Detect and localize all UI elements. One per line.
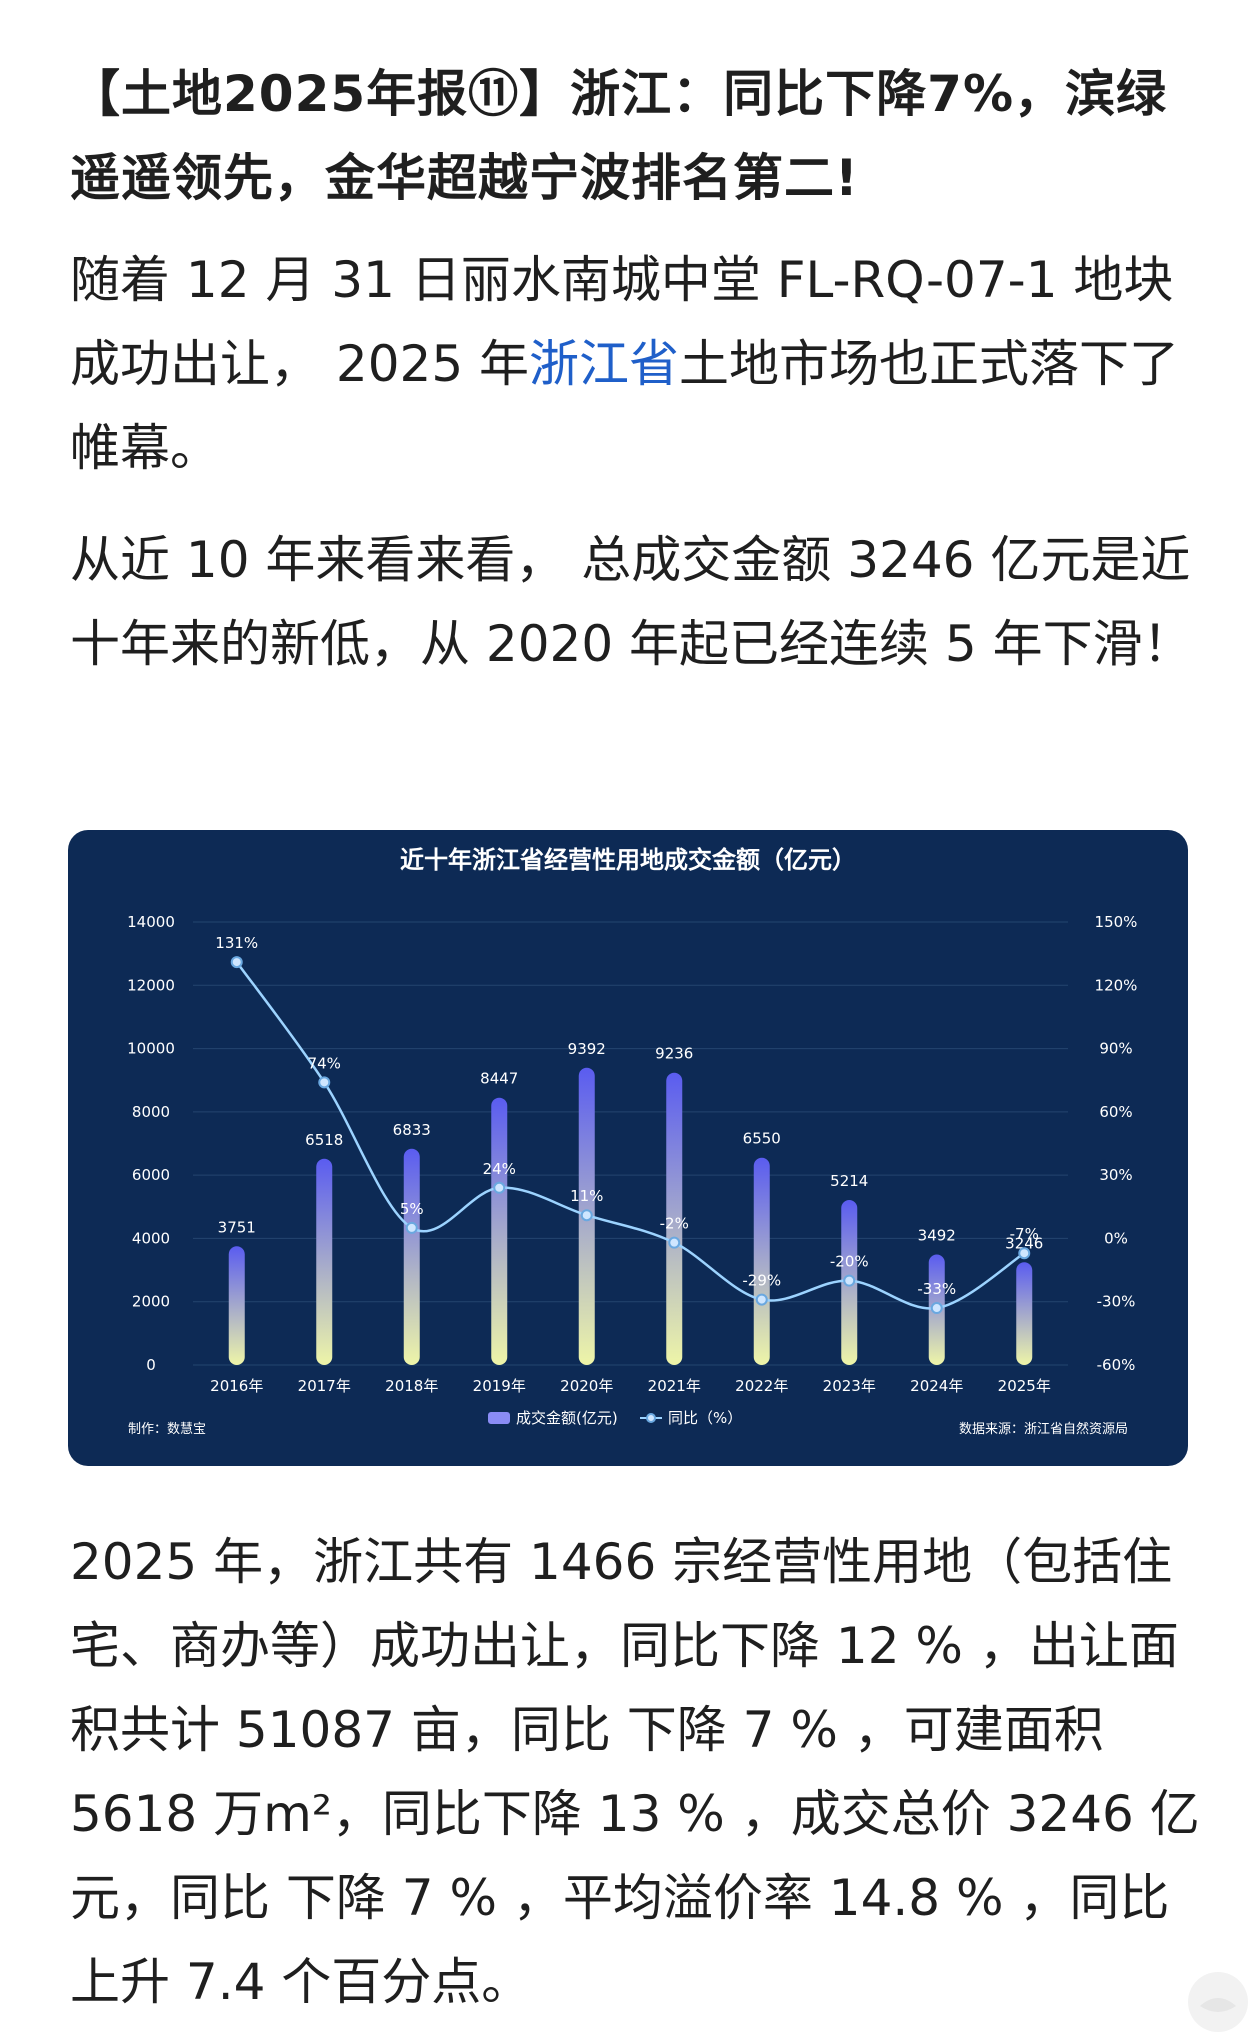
paragraph-1-text-b: 土地市场也正式落下了帷幕。	[70, 335, 1180, 477]
bar-value-label: 6550	[743, 1130, 781, 1148]
bar-2025年	[1016, 1262, 1033, 1365]
paragraph-2: 从近 10 年来看来看， 总成交金额 3246 亿元是近十年来的新低，从 202…	[70, 531, 1193, 673]
yoy-point-2022年	[755, 1293, 768, 1306]
y-left-tick-label: 8000	[132, 1103, 170, 1121]
province-link[interactable]: 浙江省	[529, 335, 680, 393]
x-tick-label: 2018年	[385, 1377, 438, 1395]
legend-line-label: 同比（%）	[668, 1409, 742, 1427]
bar-value-label: 3751	[218, 1218, 256, 1236]
yoy-value-label: -33%	[917, 1280, 956, 1298]
article-title: 【土地2025年报⑪】浙江：同比下降7%，滨绿遥遥领先，金华超越宁波排名第二!	[70, 65, 1168, 207]
y-left-tick-label: 10000	[127, 1040, 175, 1058]
y-left-tick-label: 2000	[132, 1293, 170, 1311]
paragraph-1: 随着 12 月 31 日丽水南城中堂 FL-RQ-07-1 地块成功出让， 20…	[70, 238, 1200, 490]
x-tick-label: 2022年	[735, 1377, 788, 1395]
yoy-value-label: -20%	[830, 1253, 869, 1271]
legend-bar-swatch	[488, 1412, 510, 1424]
y-right-tick-label: 0%	[1104, 1229, 1128, 1247]
x-tick-label: 2021年	[648, 1377, 701, 1395]
y-left-tick-label: 0	[146, 1356, 156, 1374]
yoy-point-2025年	[1018, 1247, 1031, 1260]
bar-value-label: 9236	[655, 1045, 693, 1063]
chart-title: 近十年浙江省经营性用地成交金额（亿元）	[400, 846, 856, 874]
bar-value-label: 6518	[305, 1131, 343, 1149]
yoy-value-label: 24%	[483, 1160, 516, 1178]
watermark-icon	[1188, 1972, 1248, 2032]
yoy-value-label: 74%	[308, 1054, 341, 1072]
yoy-line	[235, 961, 1025, 1310]
bar-2017年	[316, 1158, 333, 1365]
yoy-value-label: 131%	[215, 934, 258, 952]
paragraph-1-text-a: 随着 12 月 31 日丽水南城中堂 FL-RQ-07-1 地块成功出让， 20…	[70, 251, 1174, 393]
y-right-tick-label: 120%	[1095, 976, 1138, 994]
x-tick-label: 2020年	[560, 1377, 613, 1395]
legend-line-marker	[646, 1413, 656, 1423]
y-left-tick-label: 14000	[127, 913, 175, 931]
yoy-point-2017年	[318, 1076, 331, 1089]
y-right-tick-label: 30%	[1099, 1166, 1132, 1184]
y-left-tick-label: 6000	[132, 1166, 170, 1184]
yoy-point-2024年	[930, 1302, 943, 1315]
yoy-value-label: -7%	[1010, 1225, 1039, 1243]
legend-bar-label: 成交金额(亿元)	[516, 1409, 618, 1427]
y-right-tick-label: -60%	[1097, 1356, 1136, 1374]
bar-value-label: 3492	[918, 1227, 956, 1245]
yoy-value-label: 11%	[570, 1187, 603, 1205]
bar-value-label: 8447	[480, 1070, 518, 1088]
yoy-point-2018年	[405, 1221, 418, 1234]
bar-2018年	[403, 1148, 420, 1365]
x-tick-label: 2016年	[210, 1377, 263, 1395]
bar-value-label: 5214	[830, 1172, 868, 1190]
yoy-value-label: -29%	[742, 1272, 781, 1290]
bar-value-label: 9392	[568, 1040, 606, 1058]
bar-2019年	[491, 1097, 508, 1365]
bar-value-label: 3246	[1005, 1234, 1043, 1252]
bar-2021年	[666, 1072, 683, 1365]
y-right-tick-label: 60%	[1099, 1103, 1132, 1121]
paragraph-3: 2025 年，浙江共有 1466 宗经营性用地（包括住宅、商办等）成功出让，同比…	[70, 1533, 1200, 2011]
bar-value-label: 6833	[393, 1121, 431, 1139]
x-tick-label: 2017年	[298, 1377, 351, 1395]
yoy-value-label: 5%	[400, 1200, 424, 1218]
bar-2016年	[228, 1246, 245, 1365]
y-right-tick-label: 150%	[1095, 913, 1138, 931]
bar-2022年	[753, 1157, 770, 1365]
y-right-tick-label: -30%	[1097, 1293, 1136, 1311]
chart-credit: 制作：数慧宝	[128, 1421, 206, 1437]
x-tick-label: 2024年	[910, 1377, 963, 1395]
y-left-tick-label: 12000	[127, 976, 175, 994]
yoy-point-2023年	[843, 1274, 856, 1287]
land-transaction-chart: 近十年浙江省经营性用地成交金额（亿元） 0 2000 4000 6000 8000 1000…	[127, 846, 1138, 1437]
yoy-point-2016年	[230, 956, 243, 969]
x-tick-label: 2019年	[473, 1377, 526, 1395]
y-left-tick-label: 4000	[132, 1229, 170, 1247]
chart-card: 近十年浙江省经营性用地成交金额（亿元） 0 2000 4000 6000 8000 1000…	[68, 830, 1188, 1466]
article: 【土地2025年报⑪】浙江：同比下降7%，滨绿遥遥领先，金华超越宁波排名第二! …	[70, 52, 1200, 686]
yoy-point-2019年	[493, 1181, 506, 1194]
y-right-tick-label: 90%	[1099, 1040, 1132, 1058]
chart-source: 数据来源：浙江省自然资源局	[959, 1421, 1128, 1437]
yoy-value-label: -2%	[660, 1215, 689, 1233]
x-tick-label: 2025年	[998, 1377, 1051, 1395]
yoy-point-2021年	[668, 1236, 681, 1249]
x-tick-label: 2023年	[823, 1377, 876, 1395]
yoy-point-2020年	[580, 1209, 593, 1222]
